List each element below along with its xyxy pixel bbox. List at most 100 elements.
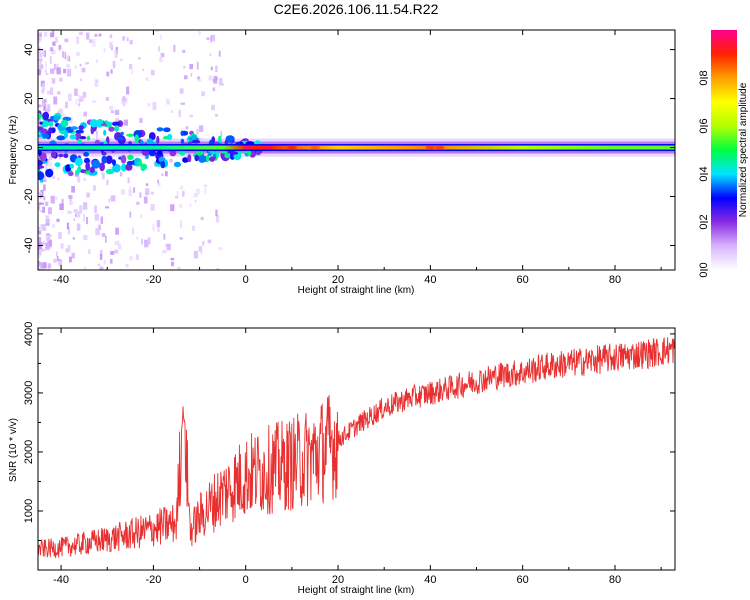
- y-tick-label: 4000: [23, 322, 35, 346]
- spectral-speckle: [38, 230, 42, 235]
- spectrogram-x-ticks: -40 -20 0 20 40 60 80: [53, 30, 662, 286]
- spectral-speckle: [119, 172, 123, 177]
- spectral-speckle: [109, 106, 113, 111]
- spectral-blob: [42, 111, 49, 121]
- spectral-blob: [58, 153, 64, 158]
- spectral-blob: [103, 129, 107, 136]
- spectral-blob: [48, 127, 53, 135]
- spectral-speckle: [96, 134, 98, 142]
- spectral-blob: [86, 136, 91, 141]
- spectral-speckle: [46, 159, 49, 167]
- spectral-speckle: [110, 258, 113, 264]
- spectral-speckle: [198, 31, 201, 36]
- spectral-speckle: [135, 254, 139, 260]
- spectral-blob: [39, 152, 47, 161]
- spectral-speckle: [86, 217, 88, 225]
- spectral-blob: [182, 157, 189, 163]
- spectral-speckle: [100, 216, 103, 224]
- spectral-speckle: [88, 160, 92, 164]
- spectral-blob: [68, 171, 74, 176]
- spectral-speckle: [43, 184, 46, 191]
- spectral-speckle: [47, 90, 51, 95]
- spectral-blob: [75, 169, 80, 175]
- spectral-speckle: [209, 53, 212, 56]
- spectral-speckle: [38, 45, 41, 48]
- spectral-speckle: [52, 176, 56, 179]
- spectral-blob: [99, 162, 105, 172]
- spectral-speckle: [133, 187, 136, 193]
- y-tick-label: 1000: [23, 499, 35, 523]
- spectral-blob: [91, 159, 101, 169]
- spectral-blob: [108, 126, 115, 132]
- spectral-speckle: [42, 206, 45, 213]
- spectral-speckle: [200, 216, 204, 221]
- spectral-speckle: [65, 248, 69, 253]
- x-tick-label: 0: [243, 274, 249, 286]
- spectral-speckle: [105, 97, 110, 101]
- spectral-speckle: [43, 175, 46, 181]
- spectral-speckle: [38, 39, 40, 44]
- spectral-speckle: [136, 201, 140, 205]
- spectral-speckle: [98, 33, 102, 37]
- spectral-blob: [125, 163, 133, 171]
- spectral-speckle: [97, 263, 101, 267]
- spectral-speckle: [38, 227, 41, 230]
- spectral-speckle: [85, 62, 89, 65]
- spectral-speckle: [94, 213, 99, 221]
- spectral-blob: [74, 157, 83, 167]
- spectral-speckle: [58, 45, 62, 50]
- spectral-speckle: [80, 95, 84, 102]
- spectral-blob: [156, 135, 160, 145]
- spectral-blob: [101, 155, 107, 164]
- spectral-speckle: [197, 76, 200, 80]
- x-tick-label: 80: [609, 574, 621, 586]
- spectral-speckle: [40, 266, 43, 270]
- colorbar-tick-label: 0.8: [698, 70, 710, 85]
- spectral-speckle: [210, 34, 216, 42]
- spectral-speckle: [83, 202, 88, 210]
- spectral-speckle: [67, 210, 72, 214]
- spectral-speckle: [221, 83, 224, 86]
- spectral-speckle: [110, 110, 115, 114]
- spectral-speckle: [64, 51, 67, 59]
- spectral-speckle: [62, 51, 64, 58]
- spectral-speckle: [96, 130, 98, 135]
- spectral-speckle: [157, 179, 160, 184]
- spectral-speckle: [67, 227, 70, 235]
- spectral-speckle: [115, 109, 120, 115]
- spectral-speckle: [175, 196, 179, 199]
- spectral-speckle: [212, 87, 216, 92]
- spectral-speckle: [184, 75, 188, 80]
- spectral-speckle: [95, 227, 100, 236]
- spectral-speckle: [179, 237, 183, 240]
- spectral-speckle: [212, 79, 217, 82]
- spectral-speckle: [123, 119, 128, 126]
- x-tick-label: 60: [517, 574, 529, 586]
- spectral-speckle: [72, 237, 75, 240]
- spectral-speckle: [129, 40, 133, 45]
- spectral-speckle: [216, 268, 219, 270]
- spectral-speckle: [210, 35, 212, 43]
- spectral-speckle: [74, 65, 77, 69]
- spectral-speckle: [69, 256, 72, 263]
- spectral-blob: [41, 133, 50, 139]
- spectral-speckle: [166, 243, 171, 251]
- spectral-speckle: [54, 125, 56, 131]
- spectral-speckle: [139, 117, 143, 123]
- spectral-speckle: [83, 111, 87, 117]
- x-tick-label: 20: [332, 574, 344, 586]
- spectral-speckle: [160, 35, 162, 40]
- spectral-speckle: [145, 77, 149, 81]
- spectral-speckle: [109, 34, 113, 39]
- spectral-blob: [126, 160, 135, 165]
- spectral-speckle: [210, 66, 213, 71]
- spectral-blob: [64, 164, 72, 172]
- spectral-speckle: [109, 41, 113, 49]
- spectral-speckle: [131, 67, 134, 75]
- spectral-speckle: [183, 65, 186, 69]
- spectral-speckle: [77, 176, 81, 183]
- spectral-speckle: [129, 185, 131, 194]
- spectral-speckle: [182, 191, 185, 197]
- spectral-speckle: [64, 38, 69, 43]
- spectral-speckle: [52, 41, 56, 46]
